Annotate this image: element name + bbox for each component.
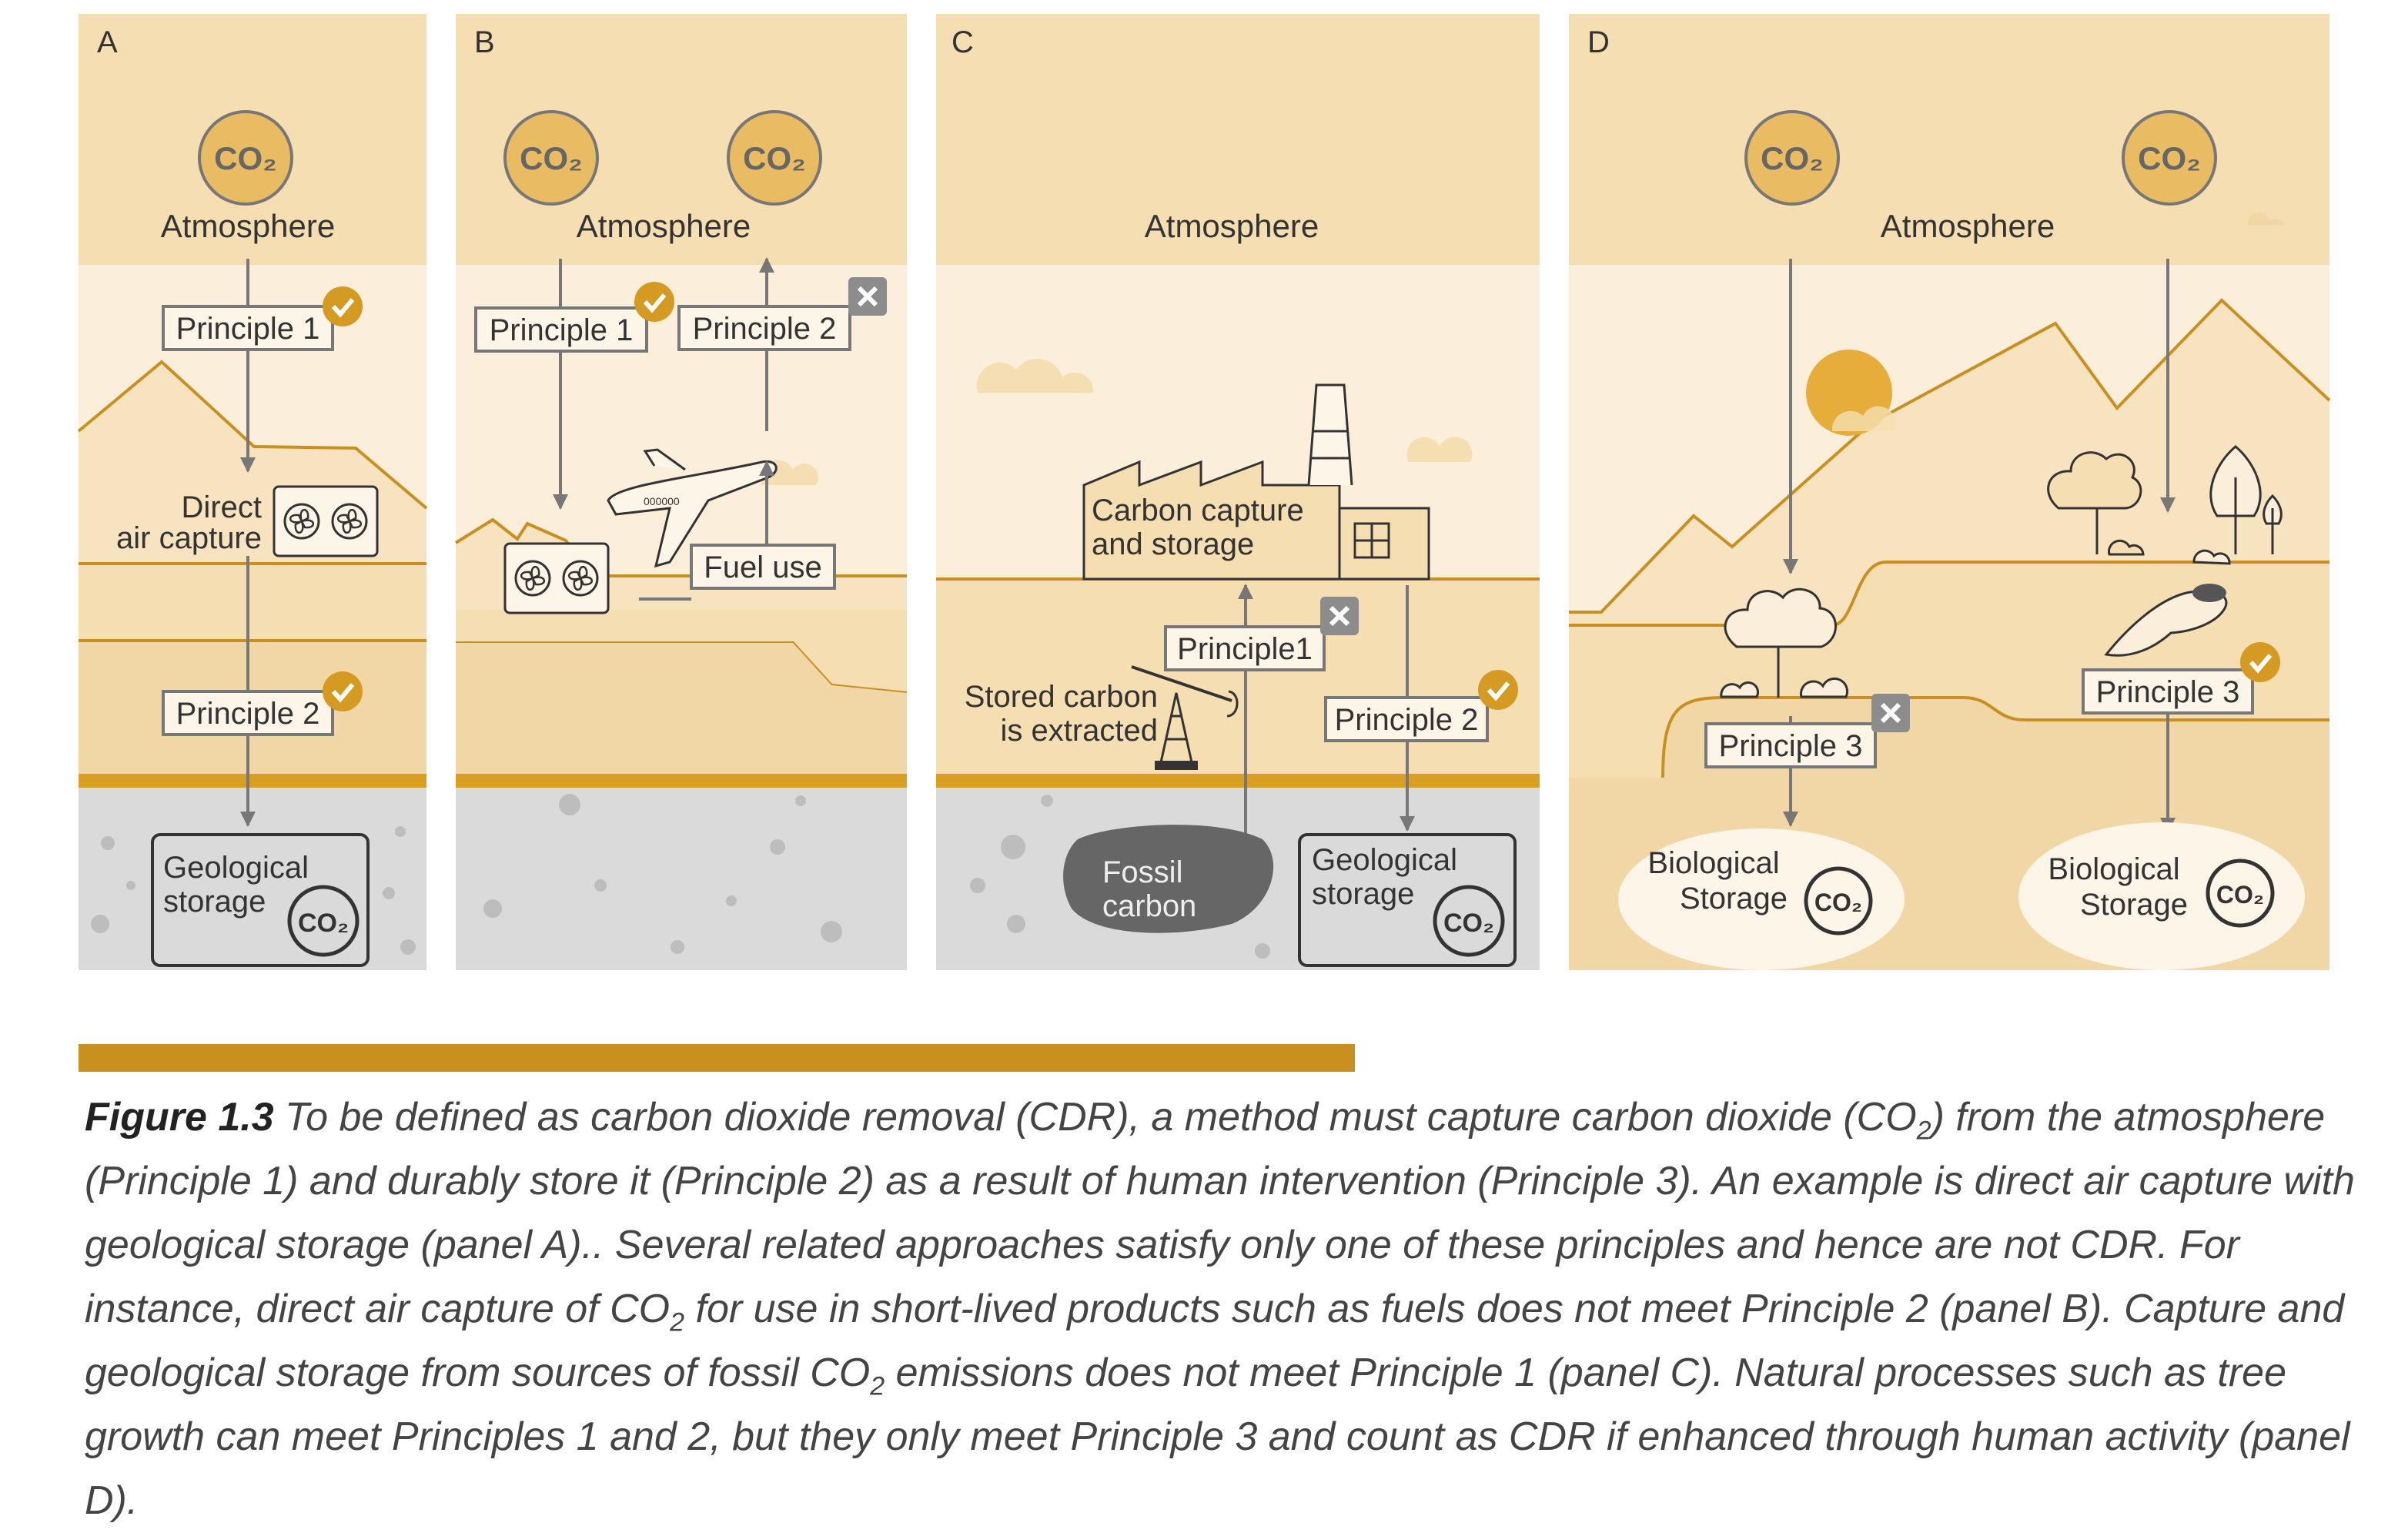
svg-text:CO₂: CO₂ — [1814, 889, 1862, 916]
caption-text-1: To be defined as carbon dioxide removal … — [273, 1095, 1917, 1140]
biological-storage-natural: Biological Storage CO₂ — [1618, 828, 1905, 970]
extracted-label-line1: Stored carbon — [965, 680, 1158, 714]
atmosphere-label: Atmosphere — [1145, 208, 1319, 244]
co2-atmosphere-icon-2: CO₂ — [2122, 110, 2217, 206]
svg-text:CO₂: CO₂ — [743, 140, 806, 176]
air-capture-fan-icon — [503, 542, 610, 614]
svg-text:Principle 1: Principle 1 — [490, 313, 634, 347]
check-icon — [634, 282, 674, 322]
caption-accent-rule — [79, 1044, 1355, 1072]
biological-storage-enhanced: Biological Storage CO₂ — [2018, 822, 2305, 970]
cross-icon — [1320, 597, 1359, 635]
hand-planting-icon — [2104, 549, 2231, 657]
geological-storage-box: Geological storage CO₂ — [151, 833, 370, 967]
atmosphere-label: Atmosphere — [161, 208, 335, 244]
caption-text-4: emissions does not meet Principle 1 (pan… — [85, 1351, 2350, 1523]
principle-2-box: Principle 2 — [1324, 696, 1489, 742]
svg-text:Geological: Geological — [163, 851, 309, 885]
cross-icon — [848, 277, 887, 316]
svg-text:Geological: Geological — [1312, 843, 1457, 877]
planted-tree-icon — [2047, 445, 2283, 556]
airplane-icon: 000000 — [607, 448, 778, 568]
geological-storage-box: Geological storage CO₂ — [1298, 833, 1517, 967]
svg-text:CO₂: CO₂ — [1443, 909, 1494, 938]
svg-text:Storage: Storage — [2080, 888, 2188, 922]
svg-text:Biological: Biological — [2048, 852, 2179, 886]
dac-label-line1: Direct — [182, 490, 262, 524]
fuel-use-box: Fuel use — [690, 544, 836, 590]
svg-text:Biological: Biological — [1647, 846, 1779, 880]
atmosphere-label: Atmosphere — [577, 208, 751, 244]
caption-subscript: 2 — [1916, 1116, 1931, 1146]
factory-icon — [1082, 383, 1430, 581]
caption-subscript: 2 — [670, 1307, 685, 1337]
principle-1-box: Principle 1 — [162, 305, 334, 351]
principle-1-box: Principle 1 — [474, 306, 648, 353]
figure-diagram: A CO₂ Atmosphere Principle 1 Direct air … — [77, 14, 2331, 970]
air-capture-fan-icon — [273, 485, 379, 557]
check-icon — [1478, 670, 1518, 710]
svg-text:storage: storage — [163, 885, 266, 919]
co2-released-icon: CO₂ — [727, 110, 822, 206]
svg-text:storage: storage — [1312, 877, 1414, 911]
atmosphere-label: Atmosphere — [1881, 208, 2055, 244]
caption-label: Figure 1.3 — [85, 1095, 274, 1140]
check-icon — [2240, 642, 2280, 682]
svg-text:CO₂: CO₂ — [520, 140, 583, 176]
panel-c-letter: C — [951, 25, 974, 59]
svg-text:CO₂: CO₂ — [2216, 881, 2264, 909]
cross-icon — [1871, 694, 1910, 732]
panel-b-letter: B — [474, 25, 495, 59]
principle-2-box: Principle 2 — [677, 305, 851, 351]
panel-d: D CO₂ CO₂ Atmosphere — [1569, 14, 2331, 970]
co2-atmosphere-icon: CO₂ — [503, 110, 599, 206]
co2-atmosphere-icon: CO₂ — [198, 110, 293, 206]
svg-text:Principle1: Principle1 — [1177, 632, 1313, 666]
principle-2-box: Principle 2 — [162, 690, 334, 736]
oil-pump-icon — [1131, 665, 1239, 770]
extracted-label-line2: is extracted — [1000, 714, 1158, 748]
ccs-label-line2: and storage — [1092, 527, 1254, 561]
co2-stored-label: CO₂ — [298, 909, 349, 938]
panel-a: A CO₂ Atmosphere Principle 1 Direct air … — [77, 14, 428, 970]
caption-text-2: ) from the atmosphere (Principle 1) and … — [85, 1095, 2355, 1331]
panel-a-letter: A — [97, 25, 118, 59]
co2-label: CO₂ — [214, 140, 277, 176]
principle-3-natural-box: Principle 3 — [1704, 722, 1877, 768]
check-icon — [323, 286, 363, 326]
svg-text:carbon: carbon — [1102, 889, 1196, 923]
co2-atmosphere-icon: CO₂ — [1744, 110, 1840, 206]
principle-3-enhanced-box: Principle 3 — [2082, 668, 2254, 715]
figure-caption: Figure 1.3 To be defined as carbon dioxi… — [85, 1086, 2356, 1533]
svg-text:000000: 000000 — [644, 495, 680, 507]
natural-tree-icon — [1720, 587, 1849, 698]
principle-1-box: Principle1 — [1164, 625, 1326, 671]
svg-text:Principle 2: Principle 2 — [1335, 703, 1479, 737]
svg-text:CO₂: CO₂ — [2138, 140, 2201, 176]
check-icon — [323, 671, 363, 711]
ccs-label-line1: Carbon capture — [1092, 494, 1304, 527]
panel-c: C Atmosphere Carbon capture and storage … — [936, 14, 1540, 970]
panel-b: B CO₂ CO₂ Atmosphere Principle 1 Princip… — [454, 14, 908, 970]
svg-text:Principle 2: Principle 2 — [176, 697, 320, 731]
svg-text:Fuel use: Fuel use — [704, 551, 821, 584]
svg-text:Principle 3: Principle 3 — [1719, 729, 1863, 763]
svg-text:Principle 2: Principle 2 — [693, 312, 837, 346]
svg-text:CO₂: CO₂ — [1761, 140, 1824, 176]
caption-subscript: 2 — [870, 1371, 885, 1401]
caption-text-3: for use in short-lived products such as … — [85, 1287, 2345, 1395]
svg-text:Fossil: Fossil — [1102, 855, 1182, 889]
fossil-carbon-blob: Fossil carbon — [1063, 825, 1274, 933]
dac-label-line2: air capture — [116, 521, 262, 555]
svg-text:Storage: Storage — [1680, 882, 1788, 915]
panel-d-letter: D — [1587, 25, 1610, 59]
svg-text:Principle 1: Principle 1 — [176, 312, 320, 346]
svg-text:Principle 3: Principle 3 — [2096, 675, 2240, 709]
